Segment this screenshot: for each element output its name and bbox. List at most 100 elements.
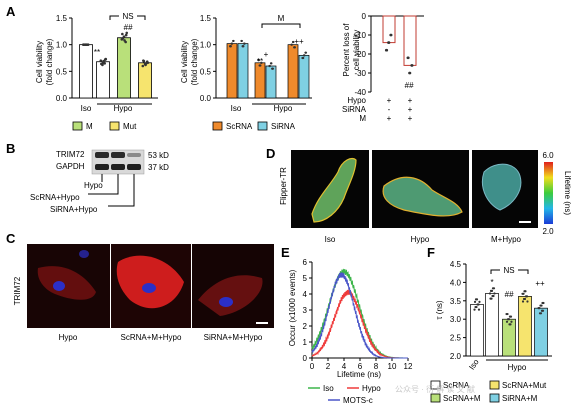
a3-point bbox=[408, 71, 412, 75]
a2-point bbox=[293, 46, 297, 49]
e-lines bbox=[311, 268, 408, 359]
f-ytick-label: 2.5 bbox=[450, 334, 462, 343]
e-legend-iso: Iso bbox=[323, 384, 334, 393]
e-ytick-label: 2 bbox=[303, 322, 308, 331]
micrograph-c1-cell bbox=[37, 266, 96, 300]
a3-ytick-label: -30 bbox=[354, 69, 366, 78]
flim-d3-scalebar bbox=[519, 221, 531, 223]
a2-point bbox=[232, 39, 235, 43]
e-xlabel: Lifetime (ns) bbox=[337, 370, 381, 379]
a2-ylabel-line1: Cell viability bbox=[180, 41, 189, 83]
flim-d2-cell bbox=[382, 176, 463, 217]
f-legend-swatch-scrna-mut bbox=[489, 380, 500, 390]
a2-legend-scrna: ScRNA bbox=[226, 122, 253, 131]
a2-annot-plusplus: ++ bbox=[294, 37, 304, 46]
d-caption-1: Iso bbox=[325, 235, 336, 244]
a2-ylabel-line2: (fold change) bbox=[190, 38, 199, 85]
panel-e-letter: E bbox=[281, 245, 290, 260]
c-caption-3: SiRNA+M+Hypo bbox=[204, 333, 263, 342]
a1-ytick-label: 0.5 bbox=[56, 67, 68, 76]
e-xtick-label: 2 bbox=[326, 362, 331, 371]
e-ytick-label: 4 bbox=[303, 290, 308, 299]
micrograph-c2 bbox=[111, 244, 191, 328]
a2-m-bracket bbox=[261, 23, 301, 28]
a1-point bbox=[100, 62, 103, 66]
e-xtick-label: 6 bbox=[358, 362, 363, 371]
f-point bbox=[488, 292, 492, 295]
a3-ytick-label: 0 bbox=[362, 12, 367, 21]
f-point bbox=[505, 320, 509, 323]
a1-bar-iso bbox=[79, 44, 93, 99]
a1-annot-ns: NS bbox=[122, 12, 133, 21]
c-caption-1: Hypo bbox=[59, 333, 78, 342]
f-legend-scrna-m: ScRNA+M bbox=[443, 394, 481, 403]
blot-band-lane1-gapdh bbox=[95, 164, 109, 170]
a1-point bbox=[83, 43, 86, 46]
flim-d1 bbox=[291, 150, 369, 228]
blot-band-lane2-trim72 bbox=[111, 152, 125, 158]
micrograph-c3 bbox=[192, 244, 274, 328]
blot-size-37: 37 kD bbox=[148, 163, 169, 172]
a1-point bbox=[121, 32, 124, 36]
panel-d-letter: D bbox=[266, 146, 275, 161]
e-line-motsc bbox=[311, 271, 408, 359]
a1-point bbox=[124, 33, 128, 37]
panel-a3-chart: Percent loss of cell viability -40 -30 -20… bbox=[342, 12, 424, 123]
micrograph-c3-cell bbox=[198, 275, 263, 316]
a2-annot-plus: + bbox=[264, 50, 269, 59]
a1-annot-stars: ** bbox=[94, 48, 100, 57]
a3-point bbox=[387, 41, 391, 44]
a2-ytick-label: 0.0 bbox=[200, 94, 212, 103]
a1-point bbox=[125, 31, 129, 35]
f-point bbox=[539, 304, 542, 307]
f-point bbox=[506, 318, 510, 321]
a1-point bbox=[85, 43, 88, 46]
micrograph-c3-scalebar bbox=[256, 322, 268, 324]
f-group-iso: Iso bbox=[467, 357, 481, 371]
f-legend-swatch-sirna-m bbox=[489, 393, 500, 403]
panel-f: F τ (ns) 2.0 2.5 3.0 3.5 4.0 4.5 NS * ## ++ I… bbox=[427, 245, 552, 403]
f-ytick-label: 3.5 bbox=[450, 297, 462, 306]
a2-legend-sirna: SiRNA bbox=[271, 122, 296, 131]
f-point bbox=[538, 312, 542, 315]
f-point bbox=[491, 287, 495, 290]
micrograph-c2-nucleus bbox=[142, 283, 156, 293]
f-legend-swatch-scrna-m bbox=[430, 393, 441, 403]
a2-point bbox=[243, 42, 246, 45]
f-point bbox=[522, 297, 526, 301]
a2-point bbox=[268, 64, 271, 68]
a1-ylabel-line1: Cell viability bbox=[35, 41, 44, 83]
f-point bbox=[477, 308, 481, 311]
a2-point bbox=[271, 67, 275, 70]
f-group-hypo: Hypo bbox=[508, 363, 527, 372]
panel-d: D Flipper-TR Iso Hypo M+Hypo bbox=[266, 146, 572, 244]
flim-d1-cell bbox=[311, 157, 357, 223]
a3-point bbox=[407, 56, 410, 60]
flim-d3 bbox=[472, 150, 538, 228]
a3-ytick-label: -40 bbox=[354, 88, 366, 97]
blot-band-lane2-gapdh bbox=[111, 164, 125, 170]
a3-table-row-label: Hypo bbox=[347, 96, 366, 105]
a1-ytick-label: 1.5 bbox=[56, 14, 68, 23]
blot-lane3-label: SiRNA+Hypo bbox=[50, 205, 98, 214]
a1-point bbox=[142, 59, 146, 63]
f-ytick-label: 4.0 bbox=[450, 278, 462, 287]
a2-point bbox=[230, 42, 234, 45]
a1-point bbox=[144, 62, 148, 65]
a1-legend-m: M bbox=[86, 122, 93, 131]
d-ylabel: Flipper-TR bbox=[279, 167, 288, 205]
a1-point bbox=[121, 36, 125, 40]
a2-legend-swatch-scrna bbox=[212, 121, 223, 131]
a2-point bbox=[259, 64, 262, 67]
a2-bar-scrna bbox=[287, 44, 299, 99]
a1-group-iso: Iso bbox=[81, 104, 92, 113]
a2-bar-sirna bbox=[298, 54, 310, 99]
a3-point bbox=[389, 33, 393, 37]
f-point bbox=[541, 301, 544, 305]
a1-ns-bg bbox=[119, 11, 137, 21]
lifetime-colorbar bbox=[544, 162, 553, 224]
a2-annot-m: M bbox=[278, 14, 285, 23]
a1-ytick-label: 0.0 bbox=[56, 94, 68, 103]
f-point bbox=[491, 294, 494, 298]
